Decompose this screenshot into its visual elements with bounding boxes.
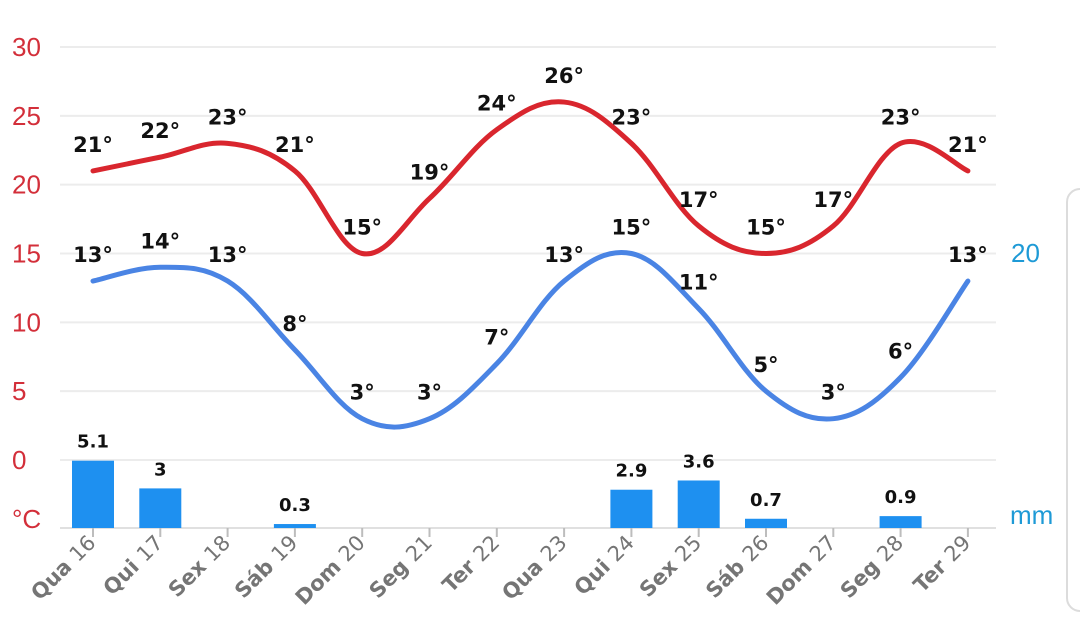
x-tick-label: Dom 27 bbox=[762, 531, 841, 610]
precipitation-bar bbox=[879, 516, 922, 528]
x-tick-label: Sex 18 bbox=[164, 531, 235, 602]
max-temp-label: 21° bbox=[73, 133, 113, 157]
temperature-lines bbox=[90, 99, 971, 430]
precipitation-label: 0.3 bbox=[279, 495, 311, 516]
x-tick-label: Seg 28 bbox=[836, 531, 908, 603]
min-temp-label: 13° bbox=[948, 243, 988, 267]
left-axis-tick: 5 bbox=[12, 376, 26, 406]
max-temp-label: 23° bbox=[881, 105, 921, 129]
left-axis-tick: 10 bbox=[12, 307, 41, 337]
max-temp-label: 17° bbox=[679, 188, 719, 212]
min-temp-line bbox=[90, 249, 971, 430]
x-tick-label: Qui 17 bbox=[99, 531, 168, 600]
min-temp-label: 13° bbox=[208, 243, 248, 267]
x-tick-label: Ter 22 bbox=[438, 531, 505, 598]
min-temp-label: 15° bbox=[612, 216, 652, 240]
precipitation-label: 0.7 bbox=[750, 490, 782, 511]
max-temp-label: 21° bbox=[948, 133, 988, 157]
precipitation-label: 3 bbox=[154, 459, 167, 480]
x-tick-label: Qua 16 bbox=[26, 531, 100, 605]
min-temp-label: 3° bbox=[821, 381, 846, 405]
precipitation-bar bbox=[677, 480, 720, 528]
left-axis: °C 30 25 20 15 10 5 0 bbox=[12, 32, 41, 534]
min-temp-label: 14° bbox=[140, 229, 180, 253]
x-tick-label: Qui 24 bbox=[570, 531, 639, 600]
min-temp-label: 13° bbox=[73, 243, 113, 267]
precipitation-bar bbox=[273, 524, 316, 528]
max-temp-label: 17° bbox=[813, 188, 853, 212]
precipitation-label: 0.9 bbox=[885, 487, 917, 508]
left-axis-tick: 20 bbox=[12, 170, 41, 200]
left-axis-tick: 15 bbox=[12, 239, 41, 269]
right-axis-tick: 20 bbox=[1011, 238, 1040, 268]
right-axis: 20 mm bbox=[1010, 238, 1053, 530]
min-temp-label: 11° bbox=[679, 271, 719, 295]
max-temp-label: 15° bbox=[746, 216, 786, 240]
max-temp-label: 15° bbox=[342, 216, 382, 240]
max-temp-label: 21° bbox=[275, 133, 315, 157]
precipitation-label: 3.6 bbox=[683, 451, 715, 472]
data-labels: 21° 22° 23° 21° 15° 19° 24° 26° 23° 17° 15° 17° 23° 2… bbox=[73, 64, 988, 516]
left-axis-tick: 30 bbox=[12, 32, 41, 62]
max-temp-label: 24° bbox=[477, 92, 517, 116]
left-axis-tick: 0 bbox=[12, 445, 26, 475]
x-tick-label: Ter 29 bbox=[909, 531, 976, 598]
max-temp-label: 22° bbox=[140, 119, 180, 143]
precipitation-bar bbox=[139, 488, 182, 528]
x-tick-label: Seg 21 bbox=[365, 531, 437, 603]
max-temp-label: 19° bbox=[410, 160, 450, 184]
left-axis-unit: °C bbox=[12, 504, 41, 534]
x-tick-label: Qua 23 bbox=[497, 531, 571, 605]
min-temp-label: 6° bbox=[888, 339, 913, 363]
max-temp-label: 23° bbox=[208, 105, 248, 129]
grid-lines bbox=[60, 46, 996, 529]
max-temp-line bbox=[90, 99, 971, 257]
min-temp-label: 3° bbox=[417, 381, 442, 405]
side-panel-edge[interactable] bbox=[1066, 188, 1080, 612]
max-temp-label: 23° bbox=[612, 105, 652, 129]
min-temp-label: 5° bbox=[753, 353, 778, 377]
precipitation-bar bbox=[610, 489, 653, 528]
min-temp-label: 13° bbox=[544, 243, 584, 267]
precipitation-bar bbox=[745, 518, 787, 528]
precipitation-bar bbox=[72, 460, 114, 528]
min-temp-label: 3° bbox=[350, 381, 375, 405]
precipitation-bars bbox=[72, 460, 922, 528]
min-temp-label: 8° bbox=[282, 312, 307, 336]
x-tick-label: Sex 25 bbox=[635, 531, 706, 602]
right-axis-unit: mm bbox=[1010, 500, 1053, 530]
x-tick-label: Dom 20 bbox=[291, 531, 370, 610]
max-temp-label: 26° bbox=[544, 64, 584, 88]
left-axis-tick: 25 bbox=[12, 101, 41, 131]
precipitation-label: 5.1 bbox=[77, 432, 109, 453]
precipitation-label: 2.9 bbox=[615, 461, 647, 482]
min-temp-label: 7° bbox=[484, 326, 509, 350]
